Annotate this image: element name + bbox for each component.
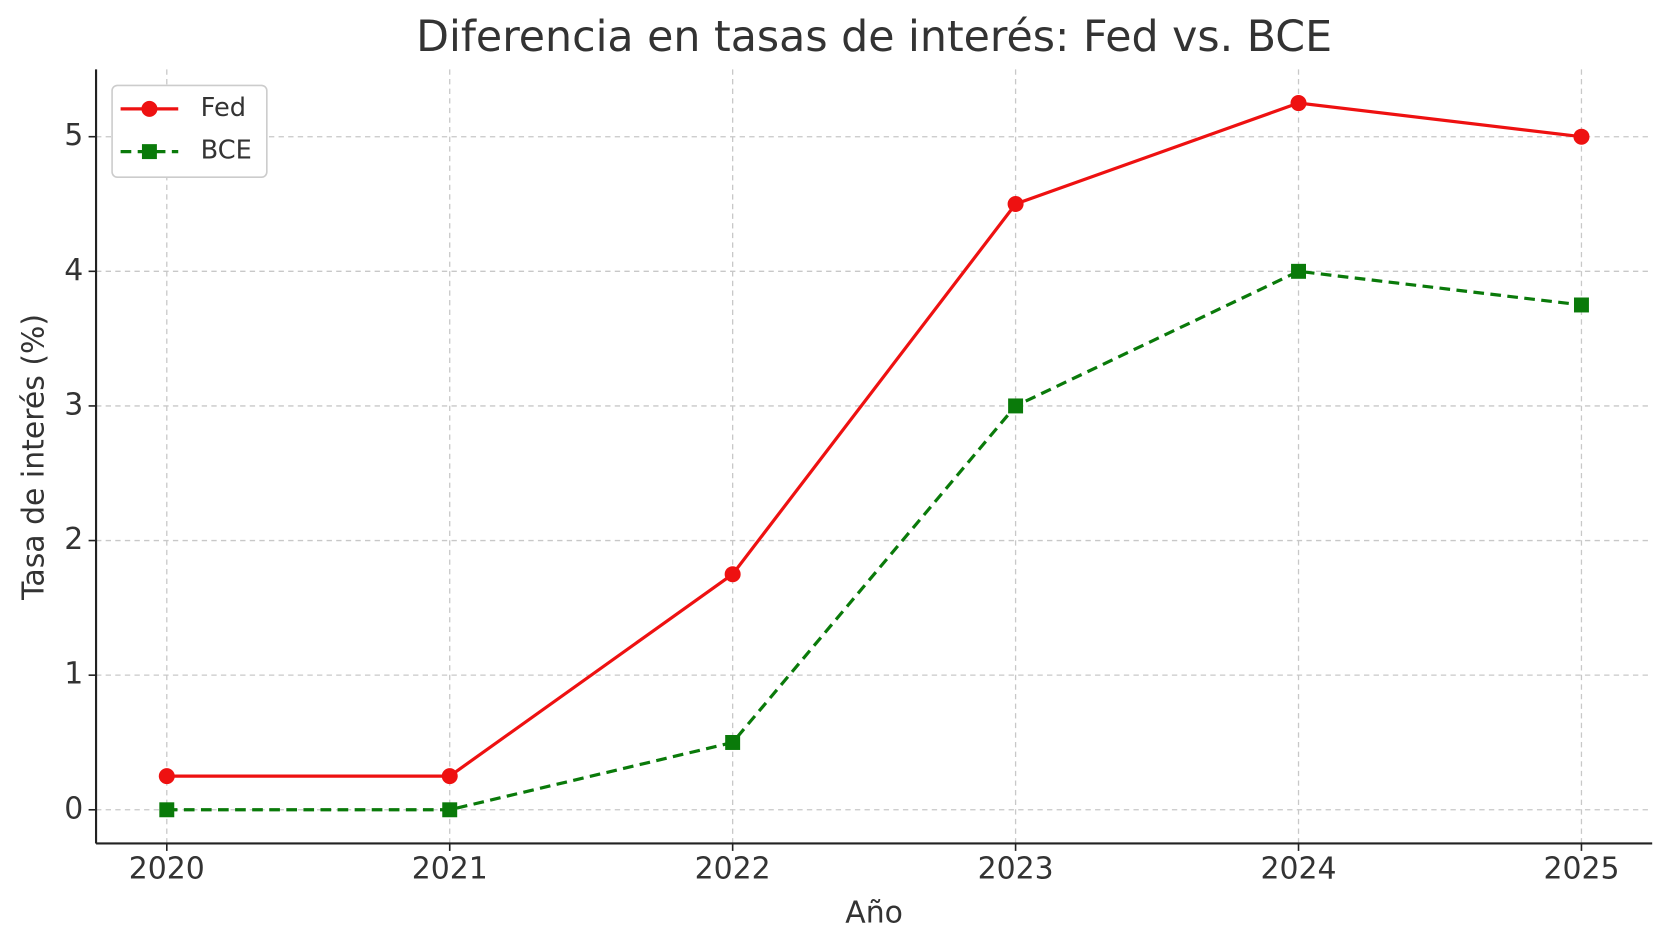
series-line xyxy=(166,269,1582,812)
x-tick-label: 2024 xyxy=(1261,852,1337,887)
legend-label: Fed xyxy=(201,93,246,123)
data-point xyxy=(441,768,458,785)
y-tick-label: 5 xyxy=(64,118,83,153)
data-point xyxy=(158,768,175,785)
chart-title: Diferencia en tasas de interés: Fed vs. … xyxy=(416,12,1332,62)
data-point xyxy=(1573,128,1590,145)
data-point xyxy=(1007,196,1024,213)
legend-marker xyxy=(141,100,158,117)
data-point xyxy=(1290,95,1307,112)
legend-label: BCE xyxy=(201,136,252,166)
data-point xyxy=(1008,398,1024,414)
series-line xyxy=(166,101,1582,778)
legend-marker xyxy=(141,144,157,160)
x-tick-label: 2021 xyxy=(412,852,488,887)
y-tick-label: 1 xyxy=(64,657,83,692)
data-point xyxy=(1291,263,1306,279)
data-point xyxy=(1573,297,1589,313)
y-axis-label: Tasa de interés (%) xyxy=(17,314,52,601)
x-tick-label: 2025 xyxy=(1543,852,1619,887)
data-point xyxy=(725,735,741,750)
y-tick-label: 0 xyxy=(64,791,83,826)
x-tick-label: 2020 xyxy=(129,852,205,887)
data-point xyxy=(724,566,741,583)
y-tick-label: 4 xyxy=(64,253,83,288)
y-tick-label: 3 xyxy=(64,387,83,422)
y-tick-label: 2 xyxy=(64,522,83,557)
data-point xyxy=(442,802,458,818)
x-axis-label: Año xyxy=(845,895,903,930)
x-tick-label: 2023 xyxy=(978,852,1054,887)
data-point xyxy=(159,802,175,818)
x-tick-label: 2022 xyxy=(695,852,771,887)
